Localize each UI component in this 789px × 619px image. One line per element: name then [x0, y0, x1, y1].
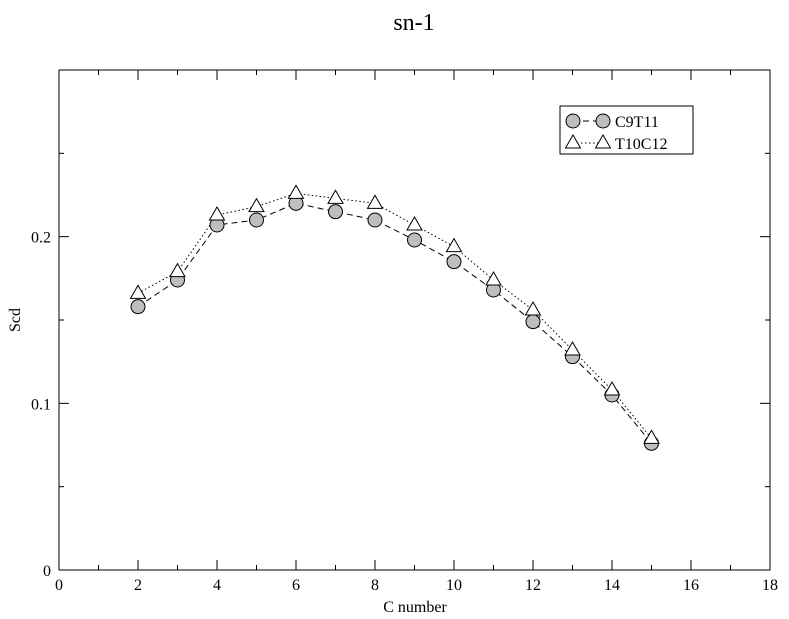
data-point-t10c12 — [287, 184, 305, 199]
data-point-t10c12 — [169, 262, 186, 278]
data-point-t10c12 — [248, 197, 265, 213]
data-point-t10c12 — [327, 189, 344, 204]
x-tick-label: 0 — [55, 577, 63, 594]
series-layer — [129, 184, 660, 451]
data-point-t10c12 — [208, 205, 226, 221]
data-point-t10c12 — [603, 380, 621, 396]
data-point-t10c12 — [406, 215, 423, 231]
y-axis-label: Scd — [7, 308, 24, 332]
data-point-c9t11 — [446, 254, 462, 270]
data-point-t10c12 — [445, 237, 463, 253]
data-point-t10c12 — [524, 300, 542, 316]
data-point-c9t11 — [130, 299, 146, 315]
x-tick-label: 16 — [683, 577, 699, 594]
legend: C9T11 T10C12 — [559, 105, 694, 155]
series-line-c9t11 — [137, 202, 652, 444]
data-point-c9t11 — [525, 314, 541, 330]
data-point-t10c12 — [564, 340, 581, 356]
data-point-c9t11 — [367, 212, 383, 228]
y-tick-label: 0 — [43, 563, 51, 580]
data-point-c9t11 — [328, 204, 343, 220]
chart-title: sn-1 — [393, 10, 434, 36]
x-tick-label: 6 — [292, 577, 300, 594]
data-point-t10c12 — [366, 194, 384, 209]
legend-label-t10c12: T10C12 — [615, 136, 667, 153]
data-point-c9t11 — [407, 232, 422, 248]
legend-marker-t10c12 — [594, 133, 612, 149]
x-tick-label: 18 — [762, 577, 778, 594]
legend-marker-t10c12 — [564, 133, 582, 149]
legend-marker-c9t11 — [595, 113, 611, 129]
data-point-c9t11 — [249, 212, 264, 228]
y-tick-label: 0.2 — [31, 230, 51, 247]
axes: 0 2 4 6 8 10 12 14 16 18 0 0.1 0.2 — [31, 69, 778, 594]
data-point-t10c12 — [643, 429, 660, 444]
x-tick-label: 10 — [446, 577, 462, 594]
x-tick-label: 12 — [525, 577, 541, 594]
y-tick-label: 0.1 — [31, 396, 51, 413]
x-tick-label: 2 — [134, 577, 142, 594]
x-tick-label: 4 — [213, 577, 221, 594]
legend-box — [559, 105, 694, 155]
x-tick-label: 14 — [604, 577, 620, 594]
data-point-t10c12 — [129, 284, 147, 299]
x-tick-label: 8 — [371, 577, 379, 594]
x-axis-label: C number — [383, 599, 447, 616]
legend-marker-c9t11 — [565, 113, 581, 129]
data-point-t10c12 — [485, 270, 502, 286]
legend-label-c9t11: C9T11 — [615, 114, 659, 131]
series-line-t10c12 — [137, 192, 652, 439]
